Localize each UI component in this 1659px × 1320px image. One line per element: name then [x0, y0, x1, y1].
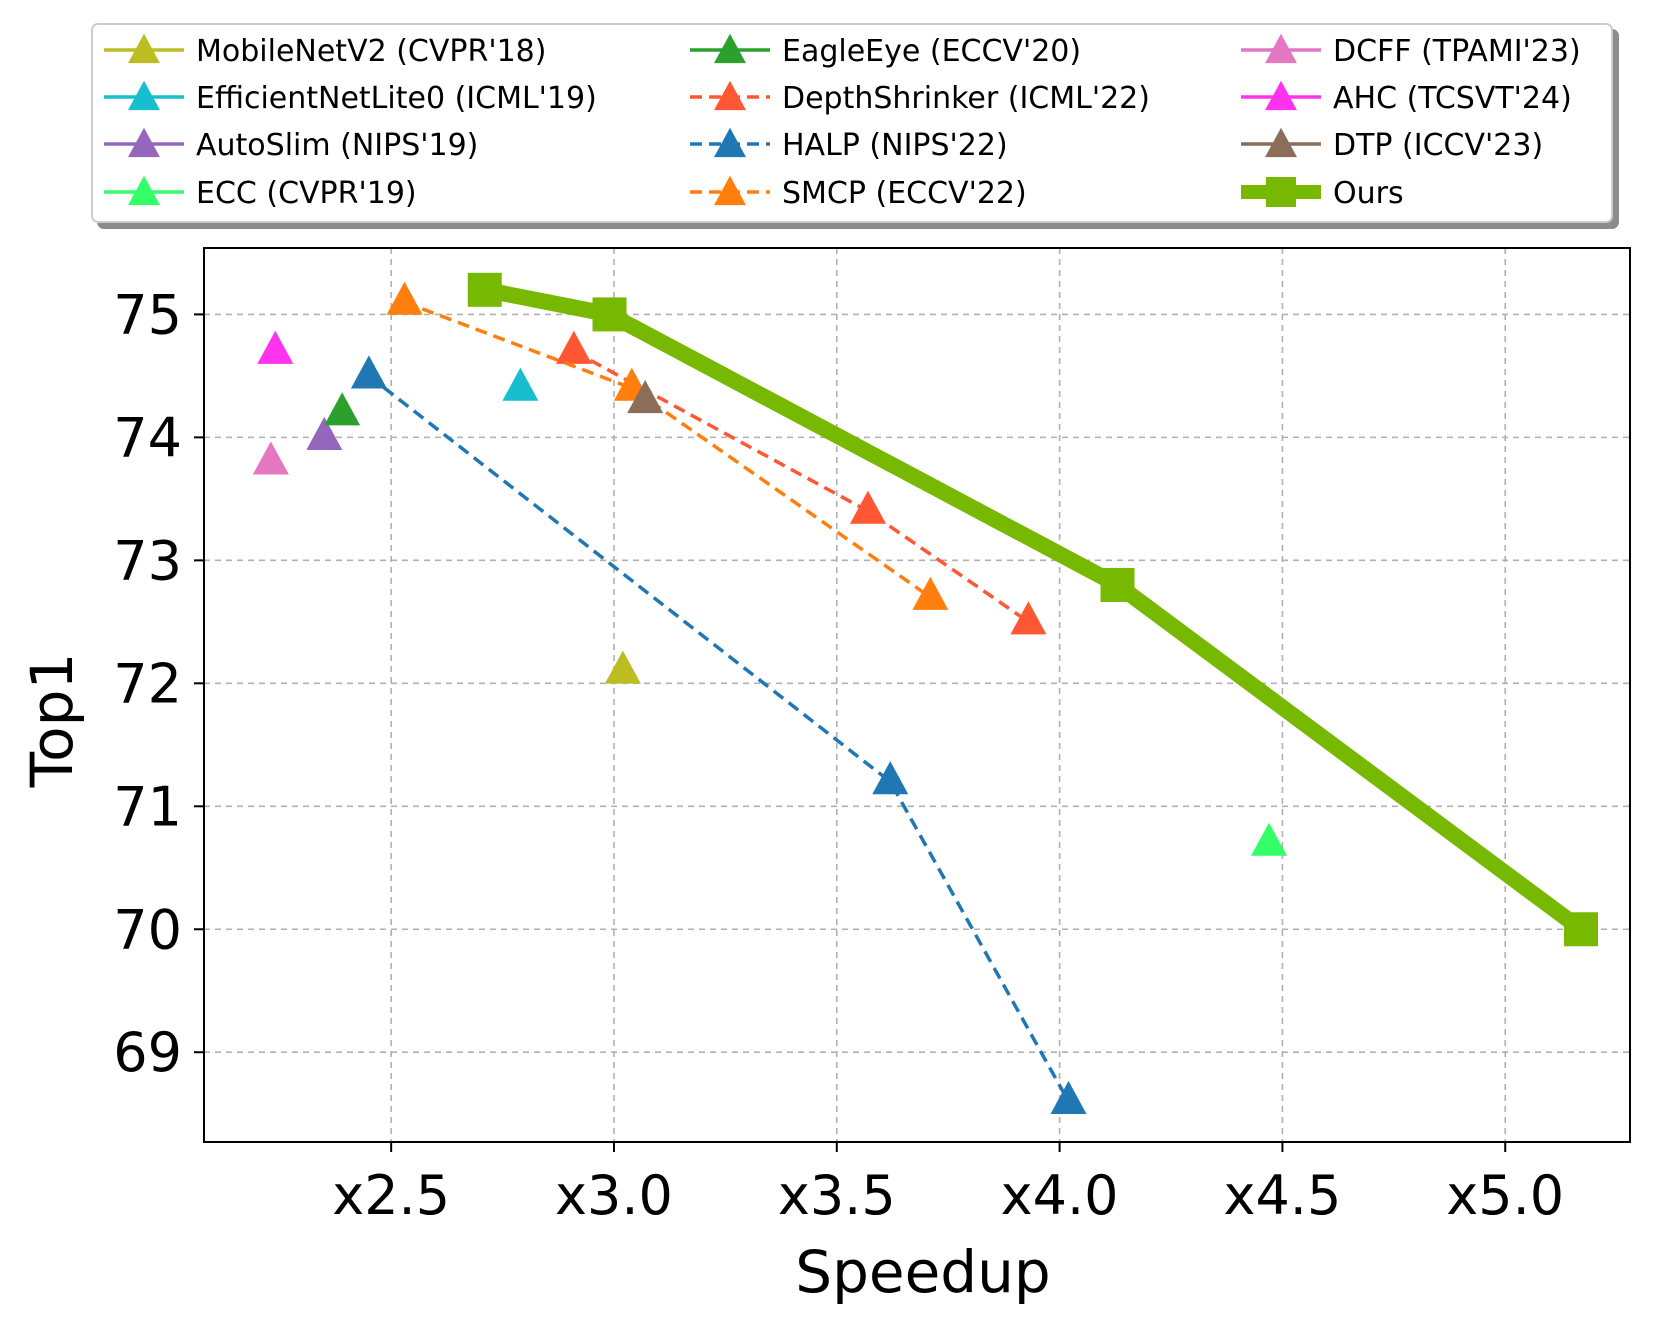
x-tick-label: x3.0 [555, 1164, 673, 1227]
legend-label: ECC (CVPR'19) [196, 176, 417, 211]
data-point [555, 330, 592, 364]
legend-item: ECC (CVPR'19) [104, 175, 417, 211]
data-point [350, 355, 387, 389]
series-6 [350, 355, 1087, 1115]
x-tick-label: x5.0 [1446, 1164, 1564, 1227]
y-tick-label: 70 [113, 898, 182, 961]
series-1 [502, 367, 539, 401]
legend-item: DepthShrinker (ICML'22) [690, 80, 1150, 116]
series-4 [324, 392, 361, 426]
legend-marker [1266, 177, 1296, 207]
legend-marker [714, 175, 746, 206]
x-tick-label: x4.5 [1223, 1164, 1341, 1227]
data-point [627, 379, 664, 414]
data-point [257, 330, 294, 364]
legend: MobileNetV2 (CVPR'18) EfficientNetLite0 (… [91, 23, 1613, 223]
legend-box [91, 23, 1613, 223]
series-10 [627, 379, 664, 414]
data-point [502, 367, 539, 401]
legend-item: AHC (TCSVT'24) [1241, 80, 1572, 116]
data-point [467, 272, 502, 307]
legend-marker [128, 175, 160, 206]
legend-marker [1265, 127, 1297, 158]
legend-label: DepthShrinker (ICML'22) [782, 81, 1150, 116]
data-point [849, 490, 886, 524]
series-11 [467, 272, 1598, 947]
legend-item: SMCP (ECCV'22) [690, 175, 1027, 211]
data-point [306, 416, 343, 450]
legend-item: MobileNetV2 (CVPR'18) [104, 33, 546, 69]
x-tick-label: x3.5 [778, 1164, 896, 1227]
legend-item: DCFF (TPAMI'23) [1241, 33, 1581, 69]
y-tick-label: 69 [113, 1021, 182, 1084]
legend-item: EagleEye (ECCV'20) [690, 33, 1081, 69]
data-point [912, 576, 949, 610]
data-point [592, 297, 627, 332]
x-tick-label: x4.0 [1001, 1164, 1119, 1227]
y-axis: 69 70 71 72 73 74 75 [113, 283, 204, 1084]
legend-marker [714, 33, 746, 64]
data-point [872, 761, 909, 795]
series-5 [555, 330, 1047, 635]
data-point [1251, 822, 1288, 856]
legend-marker [714, 127, 746, 158]
legend-item: HALP (NIPS'22) [690, 127, 1008, 163]
x-axis: x2.5 x3.0 x3.5 x4.0 x4.5 x5.0 [332, 1142, 1564, 1227]
x-axis-title: Speedup [795, 1238, 1050, 1306]
data-point [1010, 601, 1047, 635]
legend-item: AutoSlim (NIPS'19) [104, 127, 478, 163]
series-9 [257, 330, 294, 364]
y-tick-label: 73 [113, 529, 182, 592]
plot-area: x2.5 x3.0 x3.5 x4.0 x4.5 x5.0 69 70 71 72 73 74 75 [113, 247, 1631, 1227]
y-tick-label: 72 [113, 652, 182, 715]
grid [204, 248, 1630, 1142]
series-0 [604, 650, 641, 684]
legend-label: HALP (NIPS'22) [782, 128, 1008, 163]
data-point [324, 392, 361, 426]
legend-marker [714, 80, 746, 111]
data-point [252, 441, 289, 475]
series-3 [1251, 822, 1288, 856]
data-point [1100, 567, 1135, 602]
series-line [367, 374, 1071, 1103]
data-point [1563, 912, 1598, 947]
y-tick-label: 74 [113, 406, 182, 469]
legend-label: DCFF (TPAMI'23) [1333, 34, 1581, 69]
y-tick-label: 75 [113, 283, 182, 346]
legend-item: DTP (ICCV'23) [1241, 127, 1543, 163]
legend-label: DTP (ICCV'23) [1333, 128, 1543, 163]
legend-label: AHC (TCSVT'24) [1333, 81, 1572, 116]
data-point [386, 281, 423, 315]
legend-marker [128, 127, 160, 158]
legend-item: EfficientNetLite0 (ICML'19) [104, 80, 597, 116]
legend-marker [1265, 80, 1297, 111]
legend-label: AutoSlim (NIPS'19) [196, 128, 478, 163]
y-tick-label: 71 [113, 775, 182, 838]
plot-frame [203, 247, 1631, 1143]
x-tick-label: x2.5 [332, 1164, 450, 1227]
series-line [483, 281, 1586, 936]
series-line [403, 300, 932, 599]
series-8 [252, 441, 289, 475]
legend-label: Ours [1333, 176, 1404, 211]
legend-label: SMCP (ECCV'22) [782, 176, 1027, 211]
legend-marker [1265, 33, 1297, 64]
y-axis-title: Top1 [18, 653, 86, 789]
legend-label: EagleEye (ECCV'20) [782, 34, 1081, 69]
legend-marker [128, 33, 160, 64]
series-2 [306, 416, 343, 450]
legend-label: MobileNetV2 (CVPR'18) [196, 34, 546, 69]
legend-item: Ours [1241, 176, 1404, 211]
data-point [604, 650, 641, 684]
data-point [1050, 1080, 1087, 1115]
series-layer [252, 272, 1598, 1115]
legend-label: EfficientNetLite0 (ICML'19) [196, 81, 597, 116]
legend-marker [128, 80, 160, 111]
